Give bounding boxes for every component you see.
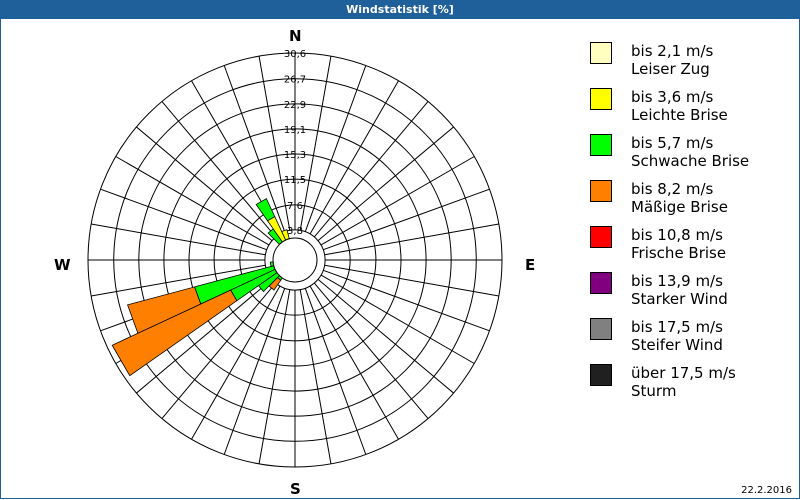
ring-label: 22,9: [284, 100, 306, 111]
legend-swatch: [590, 272, 612, 294]
legend-label: bis 8,2 m/s Mäßige Brise: [631, 180, 728, 216]
legend-swatch: [590, 180, 612, 202]
ring-label: 7,6: [287, 201, 303, 212]
ring-label: 19,1: [284, 125, 306, 136]
legend-label: bis 13,9 m/s Starker Wind: [631, 272, 728, 308]
legend-label: bis 10,8 m/s Frische Brise: [631, 226, 727, 262]
ring-label: 30,6: [284, 49, 306, 60]
legend-label: bis 5,7 m/s Schwache Brise: [631, 134, 750, 170]
legend-swatch: [590, 364, 612, 386]
ring-label: 26,7: [284, 75, 306, 86]
legend-label: bis 3,6 m/s Leichte Brise: [631, 88, 728, 124]
ring-label: 11,5: [284, 175, 306, 186]
direction-west: W: [54, 256, 71, 274]
legend-label: über 17,5 m/s Sturm: [631, 364, 736, 400]
direction-north: N: [289, 27, 302, 45]
legend-label: bis 2,1 m/s Leiser Zug: [631, 42, 714, 78]
date-stamp: 22.2.2016: [741, 485, 792, 496]
legend-swatch: [590, 42, 612, 64]
legend-swatch: [590, 226, 612, 248]
ring-label: 15,3: [284, 150, 306, 161]
direction-south: S: [290, 480, 301, 498]
legend-swatch: [590, 318, 612, 340]
legend-swatch: [590, 88, 612, 110]
direction-east: E: [525, 256, 536, 274]
legend-swatch: [590, 134, 612, 156]
legend-label: bis 17,5 m/s Steifer Wind: [631, 318, 723, 354]
window-title: Windstatistik [%]: [0, 0, 800, 19]
ring-label: 3,8: [287, 226, 303, 237]
